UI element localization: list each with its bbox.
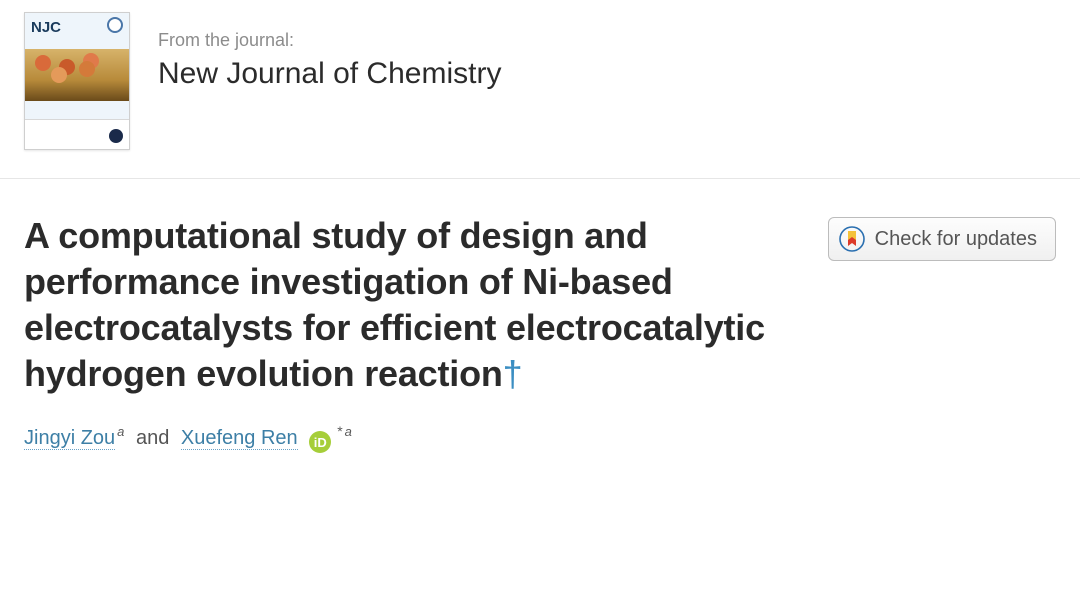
orcid-icon[interactable]: iD bbox=[309, 431, 331, 453]
cover-abbrev: NJC bbox=[31, 19, 61, 36]
cover-orb-decor bbox=[107, 17, 123, 33]
publisher-logo-dot bbox=[109, 129, 123, 143]
check-for-updates-button[interactable]: Check for updates bbox=[828, 217, 1056, 261]
journal-meta: From the journal: New Journal of Chemist… bbox=[158, 12, 501, 91]
footnote-dagger[interactable]: † bbox=[503, 353, 523, 394]
journal-name[interactable]: New Journal of Chemistry bbox=[158, 57, 501, 91]
corresponding-mark: *a bbox=[337, 423, 352, 439]
journal-cover-thumbnail[interactable]: NJC bbox=[24, 12, 130, 150]
title-column: A computational study of design and perf… bbox=[24, 213, 804, 397]
author-2-affil: a bbox=[345, 424, 352, 439]
article-title: A computational study of design and perf… bbox=[24, 213, 804, 397]
authors-line: Jingyi Zoua and Xuefeng Ren iD*a bbox=[0, 397, 1080, 453]
author-link-2[interactable]: Xuefeng Ren bbox=[181, 427, 298, 450]
cover-footer-decor bbox=[25, 119, 129, 149]
author-separator: and bbox=[136, 427, 169, 449]
article-title-region: A computational study of design and perf… bbox=[0, 179, 1080, 397]
from-journal-label: From the journal: bbox=[158, 30, 501, 51]
bookmark-icon bbox=[839, 226, 865, 252]
check-for-updates-label: Check for updates bbox=[875, 228, 1037, 251]
article-title-text: A computational study of design and perf… bbox=[24, 215, 765, 394]
author-1-affil: a bbox=[117, 424, 124, 439]
cover-art-decor bbox=[25, 49, 129, 101]
author-link-1[interactable]: Jingyi Zou bbox=[24, 427, 115, 450]
journal-header: NJC From the journal: New Journal of Che… bbox=[0, 0, 1080, 179]
